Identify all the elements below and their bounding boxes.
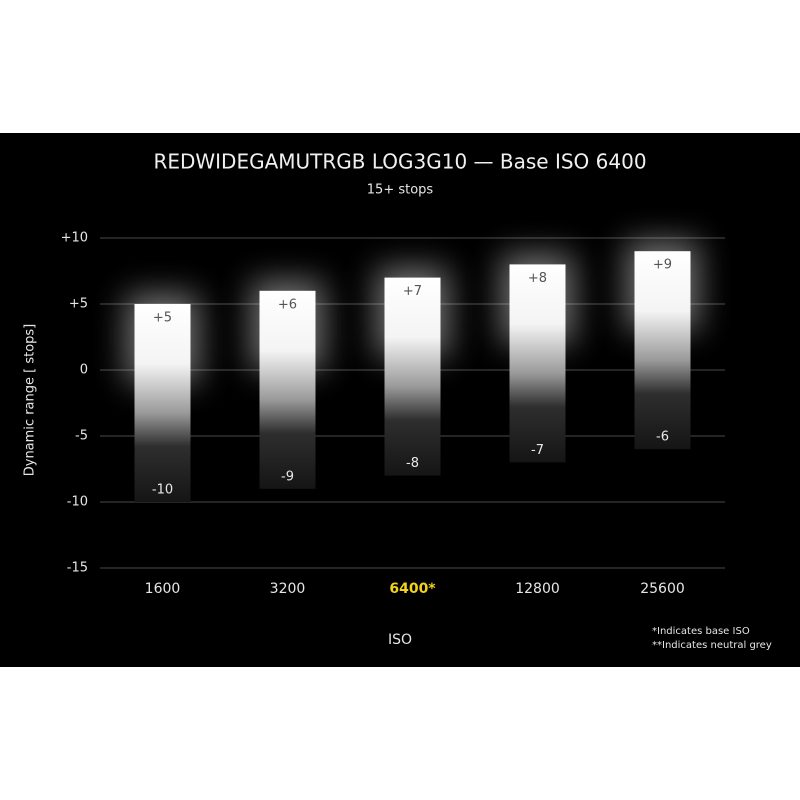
bar <box>384 277 441 476</box>
x-tick-label: 12800 <box>515 581 560 597</box>
value-label: -10 <box>152 483 173 498</box>
value-label: +9 <box>653 258 672 273</box>
value-label: +7 <box>403 284 422 299</box>
y-tick-label: +10 <box>61 231 88 246</box>
x-tick-label: 3200 <box>270 581 306 597</box>
value-label: +8 <box>528 271 547 286</box>
x-tick-label: 25600 <box>640 581 685 597</box>
y-tick-label: -15 <box>67 561 88 576</box>
y-tick-label: -10 <box>67 495 88 510</box>
bar <box>509 264 566 463</box>
value-label: -9 <box>281 469 294 484</box>
y-tick-label: -5 <box>75 429 88 444</box>
bar <box>634 251 691 450</box>
value-label: -6 <box>656 430 669 445</box>
y-axis-label: Dynamic range [ stops] <box>23 324 38 477</box>
x-tick-label: 1600 <box>145 581 181 597</box>
footnote: **Indicates neutral grey <box>652 640 772 651</box>
value-label: +5 <box>153 311 172 326</box>
footnote: *Indicates base ISO <box>652 626 750 637</box>
y-tick-label: +5 <box>69 297 88 312</box>
value-label: +6 <box>278 297 297 312</box>
x-tick-label: 6400* <box>389 581 436 597</box>
value-label: -8 <box>406 456 419 471</box>
bar <box>259 290 316 489</box>
bar <box>134 304 191 502</box>
chart-subtitle: 15+ stops <box>367 183 434 198</box>
y-tick-label: 0 <box>80 363 88 378</box>
value-label: -7 <box>531 443 544 458</box>
plot: +10 +5 0 -5 -10 -15 1600 +5 -10 3200 +6 -9 6400* +7 -8… <box>61 231 725 597</box>
chart-title: REDWIDEGAMUTRGB LOG3G10 — Base ISO 6400 <box>153 150 646 174</box>
x-axis-label: ISO <box>388 632 412 648</box>
